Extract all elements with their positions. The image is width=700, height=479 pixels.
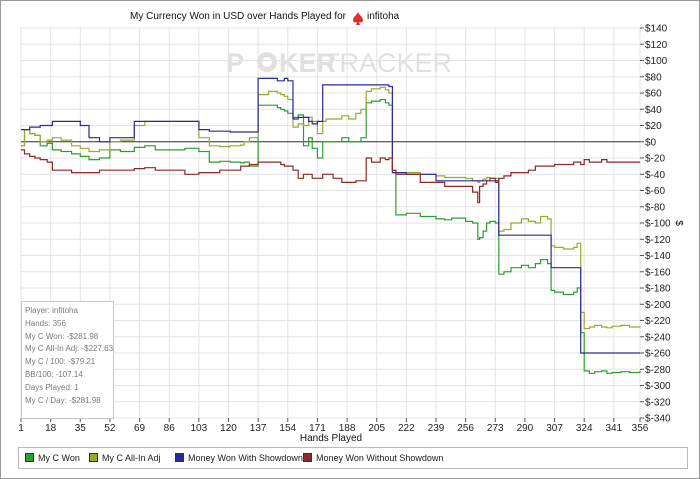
x-tick-label: 205 (368, 423, 385, 434)
series-lines (21, 77, 641, 374)
x-tick-label: 222 (398, 423, 415, 434)
y-tick-label: $-160 (645, 267, 671, 278)
x-tick-label: 137 (250, 423, 267, 434)
y-tick-label: $-240 (645, 332, 671, 343)
y-tick-label: $-300 (645, 381, 671, 392)
poker-icon (353, 12, 363, 25)
y-tick-label: $-100 (645, 219, 671, 230)
legend-swatch (303, 453, 312, 462)
x-tick-label: 103 (191, 423, 208, 434)
y-tick-label: $60 (645, 89, 662, 100)
y-tick-label: $-280 (645, 365, 671, 376)
y-tick-label: $-120 (645, 235, 671, 246)
x-tick-label: 18 (45, 423, 57, 434)
x-axis-label: Hands Played (300, 433, 362, 444)
x-tick-label: 171 (309, 423, 326, 434)
series-line-4 (21, 149, 640, 204)
x-tick-label: 290 (517, 423, 534, 434)
y-tick-label: $-340 (645, 414, 671, 425)
y-tick-label: $-320 (645, 397, 671, 408)
legend-item-money-won-with-showdown[interactable]: Money Won With Showdown (175, 453, 303, 463)
chart-title: My Currency Won in USD over Hands Played… (130, 11, 347, 22)
stat-player: Player: infitoha (25, 306, 78, 315)
x-tick-label: 86 (164, 423, 176, 434)
legend: My C Won My C All-In Adj Money Won With … (18, 447, 688, 469)
watermark-left: P (226, 48, 244, 78)
y-tick-label: $-140 (645, 251, 671, 262)
y-tick-label: $-80 (645, 202, 665, 213)
x-tick-label: 52 (104, 423, 116, 434)
x-tick-label: 154 (279, 423, 296, 434)
legend-item-my-c-all-in-adj[interactable]: My C All-In Adj (89, 453, 161, 463)
stat-bb-100: BB/100: -107.14 (25, 369, 83, 379)
y-tick-label: $80 (645, 72, 662, 83)
stat-per-day: My C / Day: -$281.98 (25, 395, 101, 405)
y-tick-label: $140 (645, 24, 668, 35)
y-tick-label: $120 (645, 40, 668, 51)
legend-item-my-c-won[interactable]: My C Won (25, 453, 80, 463)
y-tick-label: $-260 (645, 349, 671, 360)
y-tick-label: $-200 (645, 300, 671, 311)
x-tick-label: 256 (457, 423, 474, 434)
stat-allin-adj: My C All-In Adj: -$227.63 (25, 344, 114, 354)
x-tick-label: 273 (487, 423, 504, 434)
y-tick-label: $0 (645, 137, 657, 148)
x-tick-label: 188 (339, 423, 356, 434)
x-tick-label: 324 (576, 423, 593, 434)
legend-swatch (25, 453, 34, 462)
series-line-1 (21, 98, 641, 374)
stats-box: Player: infitoha Hands: 356 My C Won: -$… (21, 301, 114, 419)
y-tick-label: $20 (645, 121, 662, 132)
watermark: P KER TRACKER (226, 48, 452, 78)
y-tick-label: $-60 (645, 186, 665, 197)
stat-per-100: My C / 100: -$79.21 (25, 357, 96, 367)
x-tick-label: 35 (75, 423, 87, 434)
watermark-chip-icon (257, 52, 277, 72)
legend-swatch (89, 453, 98, 462)
stat-hands: Hands: 356 (25, 318, 66, 328)
x-axis-ticks: 1 18 35 52 69 86 103 120 137 154 171 188 205 222 239 25… (18, 418, 649, 434)
watermark-right: KER (279, 48, 336, 78)
y-tick-label: $-40 (645, 170, 665, 181)
legend-label: My C Won (38, 453, 80, 463)
y-tick-label: $100 (645, 56, 668, 67)
y-tick-label: $40 (645, 105, 662, 116)
legend-label: My C All-In Adj (102, 453, 161, 463)
x-tick-label: 307 (546, 423, 563, 434)
x-tick-label: 356 (632, 423, 649, 434)
y-axis-label: $ (673, 220, 684, 226)
legend-label: Money Won With Showdown (188, 453, 303, 463)
y-tick-label: $-220 (645, 316, 671, 327)
y-tick-label: $-20 (645, 154, 665, 165)
watermark-brand: TRACKER (323, 48, 452, 78)
y-tick-label: $-180 (645, 284, 671, 295)
x-tick-label: 1 (18, 423, 24, 434)
stat-won: My C Won: -$281.98 (25, 331, 99, 341)
y-axis-ticks: $140 $120 $100 $80 $60 $40 $20 $0 $-20 $-40 $-60 $-… (640, 24, 671, 425)
chart-player-name: infitoha (367, 11, 400, 22)
x-tick-label: 341 (606, 423, 623, 434)
legend-item-money-won-without-showdown[interactable]: Money Won Without Showdown (303, 453, 443, 463)
legend-swatch (175, 453, 184, 462)
x-tick-label: 69 (134, 423, 146, 434)
legend-label: Money Won Without Showdown (316, 453, 444, 463)
x-tick-label: 120 (220, 423, 237, 434)
series-line-3 (21, 77, 640, 354)
stat-days: Days Played: 1 (25, 382, 79, 392)
x-tick-label: 239 (428, 423, 445, 434)
